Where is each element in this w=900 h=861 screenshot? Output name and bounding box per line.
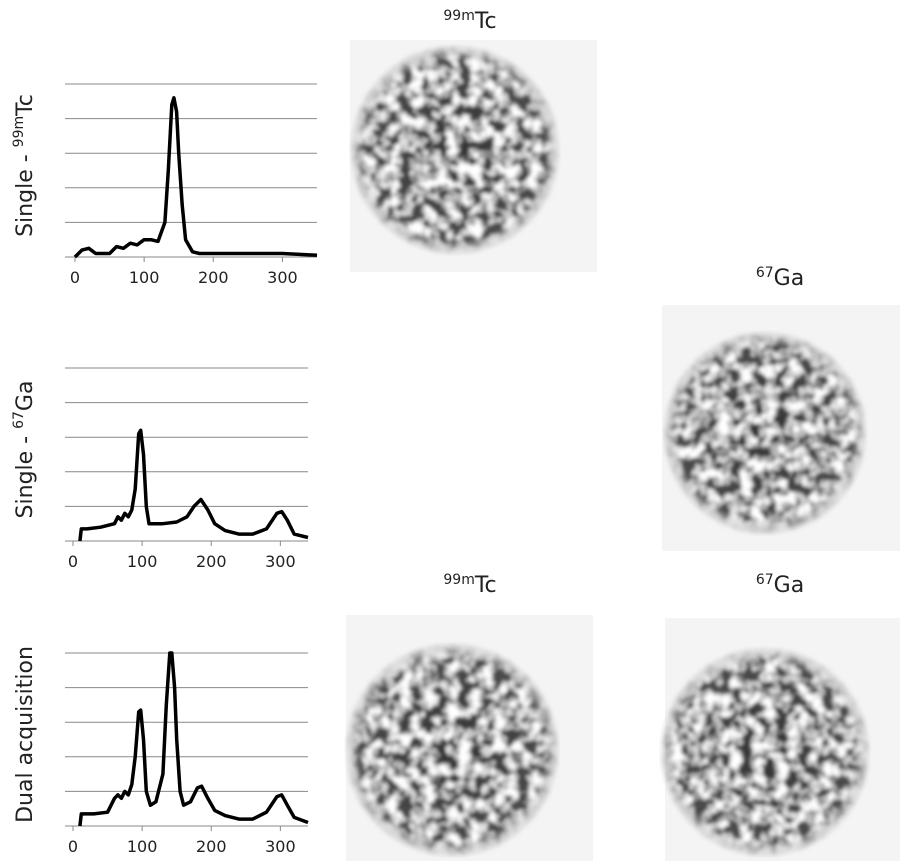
label-superscript: 99m <box>443 8 474 24</box>
phantom-image <box>662 305 900 551</box>
spectrum-line <box>78 428 309 542</box>
y-axis-label: Dual acquisition <box>13 646 38 823</box>
label-superscript: 67 <box>756 265 774 281</box>
spectrum-line <box>73 96 318 259</box>
label-prefix: Dual acquisition <box>13 646 38 823</box>
phantom-image <box>344 615 593 861</box>
x-tick-label: 0 <box>70 268 80 287</box>
x-tick-label: 200 <box>196 552 227 571</box>
label-prefix: Single - <box>13 429 38 519</box>
label-superscript: 67 <box>756 572 774 588</box>
x-tick-label: 0 <box>68 837 78 856</box>
x-tick-label: 100 <box>129 268 160 287</box>
x-tick-label: 300 <box>265 837 296 856</box>
label-superscript: 99m <box>443 572 474 588</box>
x-tick-label: 100 <box>127 837 158 856</box>
phantom-disk <box>344 642 560 858</box>
phantom-disk <box>662 330 868 536</box>
phantom-disk <box>659 646 871 858</box>
image-label: 99mTc <box>443 8 496 34</box>
image-label: 67Ga <box>756 265 804 291</box>
label-element: Tc <box>474 9 497 34</box>
label-element: Ga <box>774 573 805 598</box>
label-element: Tc <box>474 573 497 598</box>
x-tick-label: 0 <box>68 552 78 571</box>
x-tick-label: 300 <box>267 268 298 287</box>
phantom-image <box>659 618 900 861</box>
label-element: Ga <box>13 381 38 412</box>
x-tick-label: 200 <box>198 268 229 287</box>
label-superscript: 99m <box>11 116 27 147</box>
image-label: 99mTc <box>443 572 496 598</box>
x-tick-label: 200 <box>196 837 227 856</box>
label-prefix: Single - <box>13 147 38 237</box>
phantom-image <box>349 40 597 272</box>
label-element: Ga <box>774 266 805 291</box>
spectrum-line <box>78 651 309 827</box>
x-tick-label: 300 <box>265 552 296 571</box>
label-element: Tc <box>13 94 38 117</box>
label-superscript: 67 <box>11 411 27 429</box>
x-tick-label: 100 <box>127 552 158 571</box>
image-label: 67Ga <box>756 572 804 598</box>
y-axis-label: Single - 67Ga <box>11 381 38 519</box>
phantom-disk <box>349 44 561 256</box>
y-axis-label: Single - 99mTc <box>11 94 38 237</box>
